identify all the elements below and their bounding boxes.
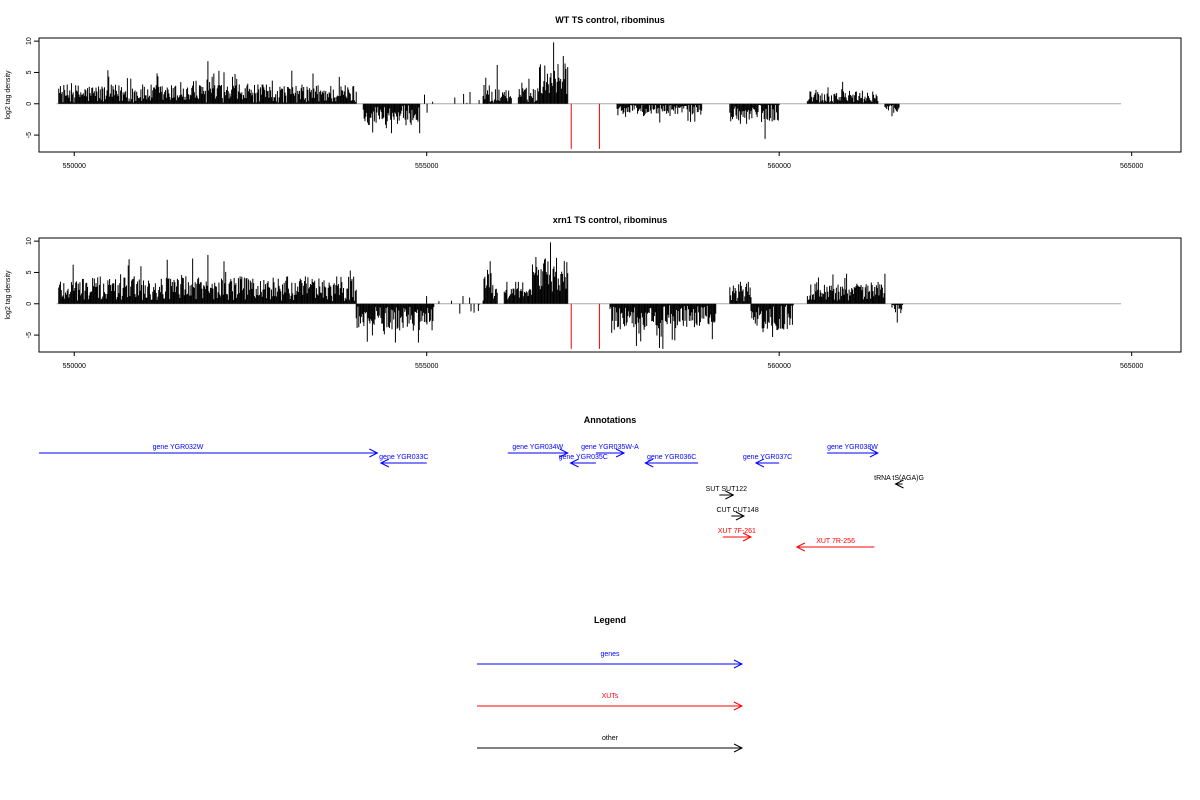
annotation-feature: CUT CUT148 bbox=[716, 507, 759, 521]
panel-title: xrn1 TS control, ribominus bbox=[553, 215, 668, 225]
annotation-label: CUT CUT148 bbox=[716, 507, 758, 514]
arrow-head bbox=[795, 542, 806, 552]
y-tick-label: 10 bbox=[26, 37, 33, 45]
y-tick-label: 0 bbox=[26, 302, 33, 306]
annotation-feature: XUT 7F-261 bbox=[718, 528, 756, 542]
x-axis: 550000 555000 560000 565000 bbox=[63, 352, 1143, 370]
annotation-feature: gene YGR036C bbox=[644, 454, 699, 468]
annotation-feature: gene YGR038W bbox=[827, 444, 879, 458]
annotation-label: XUT 7F-261 bbox=[718, 528, 756, 535]
annotation-label: gene YGR035W-A bbox=[581, 444, 639, 451]
legend-label: XUTs bbox=[602, 693, 619, 700]
annotation-feature: gene YGR035C bbox=[559, 454, 608, 468]
legend-entry: XUTs bbox=[477, 693, 744, 711]
x-tick-label: 560000 bbox=[768, 363, 791, 370]
arrow-head bbox=[869, 448, 879, 458]
track-panel-xrn1: xrn1 TS control, ribominus 10 5 0 -5 550000… bbox=[5, 215, 1182, 370]
annotation-items: gene YGR032W gene YGR033C gene YGR034W gene… bbox=[39, 444, 924, 552]
y-tick-label: 5 bbox=[26, 70, 33, 74]
annotation-feature: gene YGR033C bbox=[379, 454, 428, 468]
y-tick-label: 0 bbox=[26, 102, 33, 106]
panel-title: WT TS control, ribominus bbox=[555, 15, 665, 25]
arrow-head bbox=[733, 659, 744, 669]
legend-label: other bbox=[602, 735, 619, 742]
arrow-head bbox=[894, 479, 904, 489]
annotation-label: tRNA tS(AGA)G bbox=[874, 475, 924, 482]
annotation-feature: gene YGR037C bbox=[743, 454, 792, 468]
annotations-title: Annotations bbox=[584, 415, 637, 425]
x-tick-label: 565000 bbox=[1120, 363, 1143, 370]
x-tick-label: 565000 bbox=[1120, 163, 1143, 170]
arrow-head bbox=[569, 458, 579, 468]
arrow-head bbox=[559, 448, 569, 458]
y-tick-label: 10 bbox=[26, 237, 33, 245]
y-axis-label: log2 tag density bbox=[5, 270, 12, 320]
y-tick-label: -5 bbox=[26, 332, 33, 338]
legend: Legend genes XUTs other bbox=[477, 615, 744, 753]
legend-label: genes bbox=[600, 651, 620, 658]
x-tick-label: 550000 bbox=[63, 363, 86, 370]
arrow-head bbox=[615, 448, 626, 458]
annotation-label: gene YGR033C bbox=[379, 454, 428, 461]
annotation-label: gene YGR035C bbox=[559, 454, 608, 461]
annotation-label: gene YGR032W bbox=[153, 444, 204, 451]
annotation-feature: gene YGR034W bbox=[507, 444, 569, 458]
annotation-label: gene YGR036C bbox=[647, 454, 696, 461]
legend-title: Legend bbox=[594, 615, 626, 625]
annotation-feature: gene YGR035W-A bbox=[581, 444, 639, 458]
annotation-label: SUT SUT122 bbox=[706, 486, 748, 493]
bars bbox=[56, 42, 1122, 149]
x-tick-label: 560000 bbox=[768, 163, 791, 170]
y-tick-label: -5 bbox=[26, 132, 33, 138]
bars bbox=[56, 242, 1122, 349]
y-axis: 10 5 0 -5 bbox=[26, 237, 39, 338]
plot-frame bbox=[38, 37, 1182, 153]
x-tick-label: 555000 bbox=[415, 163, 438, 170]
y-axis-label: log2 tag density bbox=[5, 70, 12, 120]
arrow-head bbox=[754, 458, 765, 468]
annotation-feature: gene YGR032W bbox=[39, 444, 379, 458]
annotation-label: gene YGR034W bbox=[512, 444, 563, 451]
x-axis: 550000 555000 560000 565000 bbox=[63, 152, 1143, 170]
annotation-feature: tRNA tS(AGA)G bbox=[874, 475, 924, 489]
arrow-head bbox=[733, 743, 744, 753]
annotation-feature: SUT SUT122 bbox=[706, 486, 748, 500]
x-tick-label: 550000 bbox=[63, 163, 86, 170]
annotation-label: gene YGR038W bbox=[827, 444, 878, 451]
legend-items: genes XUTs other bbox=[477, 651, 744, 753]
annotation-label: gene YGR037C bbox=[743, 454, 792, 461]
arrow-head bbox=[644, 458, 654, 468]
arrow-head bbox=[733, 701, 744, 711]
legend-entry: genes bbox=[477, 651, 744, 669]
arrow-head bbox=[725, 490, 735, 500]
y-axis: 10 5 0 -5 bbox=[26, 37, 39, 138]
arrow-head bbox=[742, 532, 753, 542]
legend-entry: other bbox=[477, 735, 744, 753]
annotation-feature: XUT 7R-256 bbox=[795, 538, 875, 552]
arrow-head bbox=[735, 511, 746, 521]
x-tick-label: 555000 bbox=[415, 363, 438, 370]
y-tick-label: 5 bbox=[26, 270, 33, 274]
arrow-head bbox=[369, 448, 379, 458]
plot-frame bbox=[38, 237, 1182, 353]
annotation-label: XUT 7R-256 bbox=[816, 538, 855, 545]
arrow-head bbox=[379, 458, 390, 468]
